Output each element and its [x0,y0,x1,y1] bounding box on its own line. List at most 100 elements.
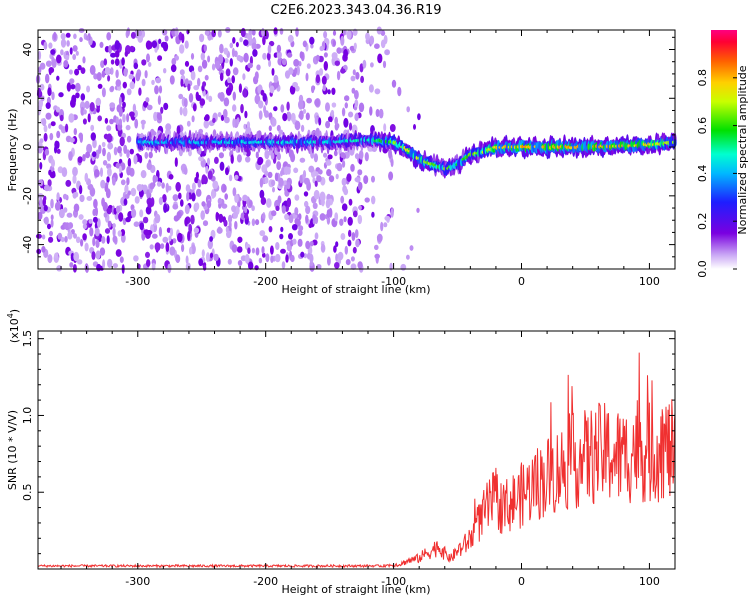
heatmap-noise-dot [331,87,336,96]
heatmap-noise-dot [143,100,149,108]
heatmap-noise-dot [101,197,105,207]
heatmap-noise-dot [72,264,77,273]
heatmap-noise-dot [245,126,252,135]
heatmap-noise-dot [68,151,73,161]
heatmap-noise-dot [348,111,354,118]
heatmap-noise-dot [358,150,364,160]
heatmap-noise-dot [247,62,253,69]
heatmap-noise-dot [258,110,263,120]
heatmap-noise-dot [323,52,328,58]
snr-x-axis-title: Height of straight line (km) [281,583,430,596]
heatmap-noise-dot [180,199,184,207]
heatmap-y-axis-title: Frequency (Hz) [6,109,19,192]
heatmap-noise-dot [147,202,153,209]
heatmap-noise-dot [305,72,309,82]
heatmap-noise-dot [72,45,78,52]
heatmap-noise-dot [218,152,224,159]
heatmap-noise-dot [294,207,299,216]
heatmap-noise-dot [335,241,339,248]
heatmap-noise-dot [39,83,45,91]
heatmap-noise-dot [92,237,96,247]
heatmap-y-ticks: -40 -20 0 20 40 [21,36,675,270]
heatmap-noise-dot [204,74,209,81]
heatmap-noise-dot [174,157,178,168]
heatmap-noise-dot [290,152,296,163]
snr-panel: -300 -200 -100 0 100 0.5 1.0 1.5 Height of str… [6,309,676,596]
heatmap-noise-dot [72,192,77,199]
heatmap-noise-dot [374,253,381,259]
heatmap-noise-dot [123,144,128,154]
heatmap-noise-dot [248,261,254,270]
heatmap-noise-dot [343,216,347,223]
heatmap-noise-dot [54,201,61,211]
heatmap-noise-dot [298,213,302,221]
heatmap-noise-dot [102,147,106,157]
heatmap-noise-dot [54,145,58,154]
heatmap-noise-dot [300,251,305,258]
snr-frame [37,330,676,570]
heatmap-noise-dot [413,124,416,130]
heatmap-noise-dot [172,203,179,210]
heatmap-noise-dot [162,194,167,203]
heatmap-noise-dot [119,136,125,147]
heatmap-noise-dot [100,60,105,68]
heatmap-noise-dot [281,58,287,66]
heatmap-noise-dot [89,65,96,75]
heatmap-noise-dot [312,214,316,221]
colorbar: 0.0 0.2 0.4 0.6 0.8 Normalized spectral ampl… [696,30,749,278]
heatmap-noise-dot [177,232,183,243]
heatmap-noise-dot [50,121,56,127]
heatmap-noise-dot [48,67,55,74]
heatmap-noise-dot [235,41,239,48]
heatmap-noise-dot [65,54,70,61]
heatmap-noise-dot [231,47,235,58]
heatmap-noise-dot [58,92,64,98]
heatmap-noise-dot [276,161,282,171]
heatmap-noise-dot [315,127,320,137]
heatmap-noise-dot [247,247,251,254]
heatmap-noise-dot [142,216,149,224]
heatmap-noise-dot [209,252,214,259]
heatmap-noise-dot [214,156,219,164]
heatmap-noise-dot [355,71,360,80]
heatmap-noise-dot [185,184,191,193]
heatmap-noise-dot [134,196,140,204]
heatmap-noise-dot [354,229,359,239]
heatmap-noise-dot [340,68,346,74]
heatmap-noise-dot [347,239,352,247]
heatmap-noise-dot [370,62,374,68]
heatmap-x-axis-title: Height of straight line (km) [281,283,430,296]
heatmap-noise-dot [100,179,106,189]
heatmap-noise-dot [346,173,352,182]
heatmap-noise-dot [286,181,291,190]
heatmap-noise-dot [146,162,152,171]
heatmap-noise-dot [217,112,222,118]
heatmap-noise-dot [129,81,135,90]
heatmap-noise-dot [45,60,52,67]
heatmap-noise-dot [369,106,373,116]
heatmap-noise-dot [251,42,257,50]
heatmap-noise-dot [124,184,129,194]
heatmap-noise-dot [323,61,328,71]
heatmap-noise-dot [391,79,397,88]
heatmap-noise-dot [39,62,46,70]
heatmap-noise-dot [325,102,330,112]
heatmap-noise-dot [154,85,159,95]
heatmap-noise-dot [79,37,83,43]
heatmap-noise-dot [416,207,420,213]
x-tick-label: 100 [639,575,660,588]
heatmap-noise-dot [145,251,150,258]
heatmap-noise-dot [341,203,348,211]
heatmap-noise-dot [67,231,73,240]
heatmap-noise-dot [380,30,386,36]
heatmap-noise-dot [107,142,114,150]
snr-series-line [37,352,676,569]
heatmap-noise-dot [217,197,223,205]
heatmap-noise-dot [343,117,349,128]
heatmap-noise-dot [262,52,267,60]
heatmap-noise-dot [350,256,355,262]
heatmap-noise-dot [108,44,112,54]
heatmap-noise-dot [82,233,87,241]
heatmap-noise-dot [236,117,240,125]
heatmap-noise-dot [158,38,162,44]
